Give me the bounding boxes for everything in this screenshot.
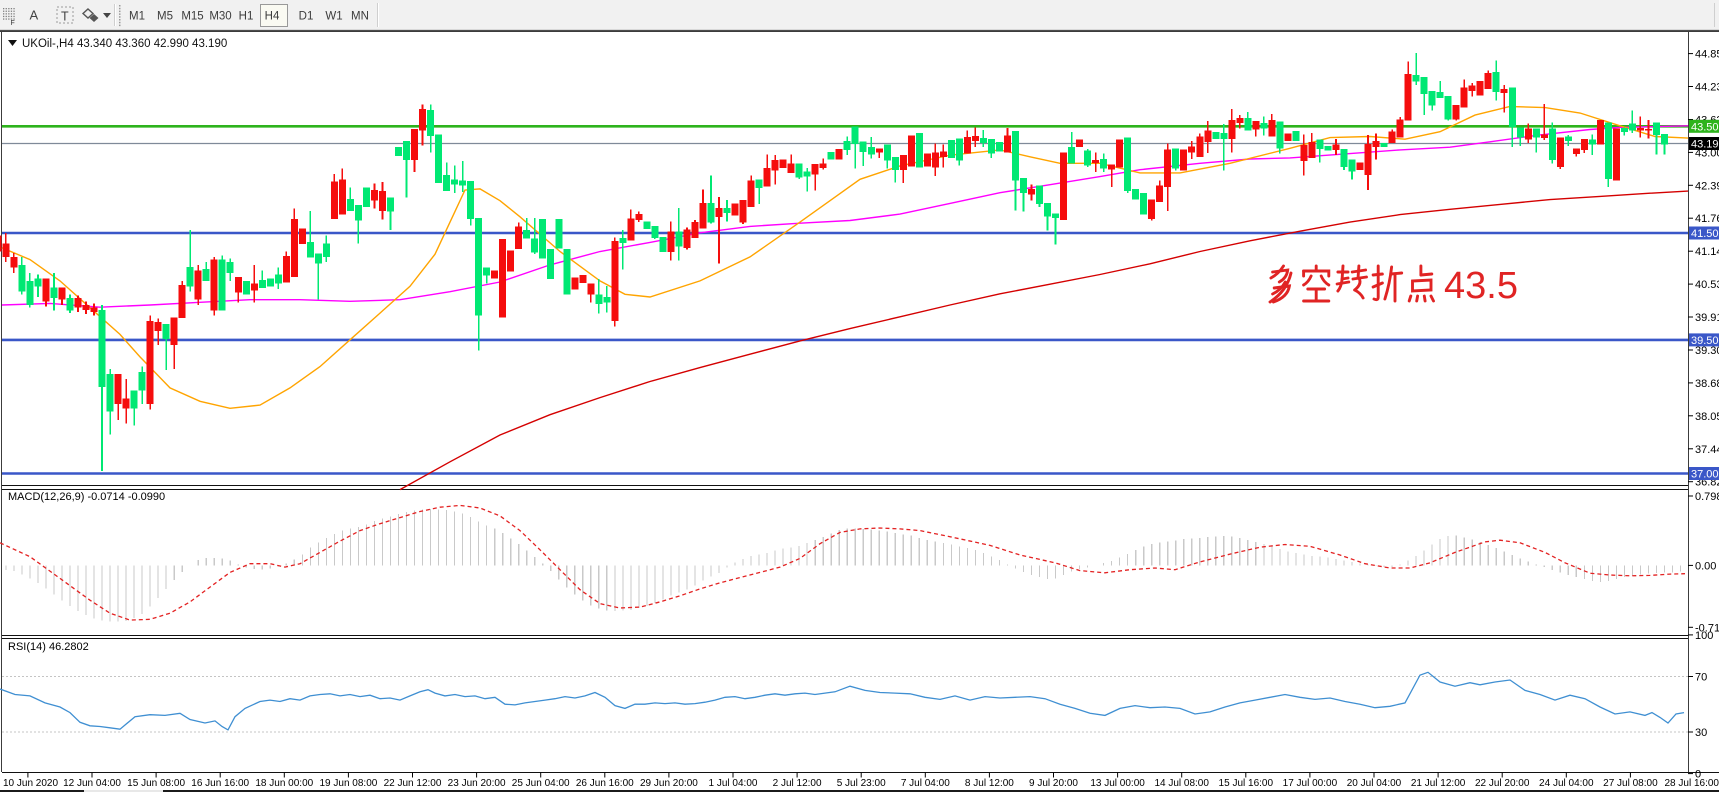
svg-text:37.000: 37.000 <box>1691 469 1719 481</box>
svg-text:26 Jun 16:00: 26 Jun 16:00 <box>576 778 634 789</box>
svg-text:44.850: 44.850 <box>1695 49 1719 61</box>
svg-text:UKOil-,H4 43.340 43.360 42.99: UKOil-,H4 43.340 43.360 42.990 43.190 <box>22 38 227 50</box>
svg-text:29 Jun 20:00: 29 Jun 20:00 <box>640 778 698 789</box>
svg-text:T: T <box>61 10 69 24</box>
svg-text:22 Jul 20:00: 22 Jul 20:00 <box>1475 778 1530 789</box>
svg-text:43.500: 43.500 <box>1691 121 1719 133</box>
svg-text:14 Jul 08:00: 14 Jul 08:00 <box>1154 778 1209 789</box>
svg-text:17 Jul 00:00: 17 Jul 00:00 <box>1283 778 1338 789</box>
svg-text:18 Jun 00:00: 18 Jun 00:00 <box>255 778 313 789</box>
svg-text:19 Jun 08:00: 19 Jun 08:00 <box>319 778 377 789</box>
svg-text:0.7986: 0.7986 <box>1695 491 1719 503</box>
svg-text:M30: M30 <box>209 11 231 23</box>
svg-text:40.530: 40.530 <box>1695 279 1719 291</box>
svg-text:43.190: 43.190 <box>1691 139 1719 151</box>
svg-text:24 Jul 04:00: 24 Jul 04:00 <box>1539 778 1594 789</box>
svg-text:W1: W1 <box>325 11 342 23</box>
svg-text:12 Jun 04:00: 12 Jun 04:00 <box>63 778 121 789</box>
svg-text:H1: H1 <box>239 11 254 23</box>
svg-text:7 Jul 04:00: 7 Jul 04:00 <box>901 778 950 789</box>
svg-text:22 Jun 12:00: 22 Jun 12:00 <box>384 778 442 789</box>
svg-text:M15: M15 <box>181 11 203 23</box>
svg-text:16 Jun 16:00: 16 Jun 16:00 <box>191 778 249 789</box>
svg-text:2 Jul 12:00: 2 Jul 12:00 <box>773 778 822 789</box>
svg-text:28 Jul 16:00: 28 Jul 16:00 <box>1665 778 1719 789</box>
svg-text:39.500: 39.500 <box>1691 335 1719 347</box>
svg-text:42.390: 42.390 <box>1695 180 1719 192</box>
svg-text:MACD(12,26,9) -0.0714 -0.0990: MACD(12,26,9) -0.0714 -0.0990 <box>8 491 165 503</box>
svg-text:41.145: 41.145 <box>1695 246 1719 258</box>
svg-text:43.5: 43.5 <box>1444 265 1518 307</box>
svg-text:9 Jul 20:00: 9 Jul 20:00 <box>1029 778 1078 789</box>
svg-text:25 Jun 04:00: 25 Jun 04:00 <box>512 778 570 789</box>
svg-text:M1: M1 <box>129 11 145 23</box>
svg-text:F: F <box>11 20 15 27</box>
svg-text:A: A <box>30 8 39 23</box>
svg-text:27 Jul 08:00: 27 Jul 08:00 <box>1603 778 1658 789</box>
svg-text:70: 70 <box>1695 672 1707 684</box>
svg-text:15 Jul 16:00: 15 Jul 16:00 <box>1219 778 1274 789</box>
svg-text:20 Jul 04:00: 20 Jul 04:00 <box>1347 778 1402 789</box>
svg-text:M5: M5 <box>157 11 173 23</box>
svg-text:30: 30 <box>1695 727 1707 739</box>
svg-text:5 Jul 23:00: 5 Jul 23:00 <box>837 778 886 789</box>
svg-text:23 Jun 20:00: 23 Jun 20:00 <box>448 778 506 789</box>
svg-text:15 Jun 08:00: 15 Jun 08:00 <box>127 778 185 789</box>
svg-text:41.500: 41.500 <box>1691 228 1719 240</box>
svg-text:38.055: 38.055 <box>1695 411 1719 423</box>
svg-text:D1: D1 <box>299 11 314 23</box>
svg-text:H4: H4 <box>265 11 280 23</box>
svg-text:10 Jun 2020: 10 Jun 2020 <box>3 778 58 789</box>
svg-text:44.235: 44.235 <box>1695 82 1719 94</box>
svg-text:37.440: 37.440 <box>1695 444 1719 456</box>
svg-text:-0.7124: -0.7124 <box>1695 622 1719 634</box>
svg-text:38.685: 38.685 <box>1695 378 1719 390</box>
svg-text:39.915: 39.915 <box>1695 312 1719 324</box>
svg-text:41.760: 41.760 <box>1695 213 1719 225</box>
svg-text:8 Jul 12:00: 8 Jul 12:00 <box>965 778 1014 789</box>
svg-text:MN: MN <box>351 11 369 23</box>
svg-text:0.00: 0.00 <box>1695 560 1716 572</box>
svg-text:0: 0 <box>1695 769 1701 781</box>
svg-text:21 Jul 12:00: 21 Jul 12:00 <box>1411 778 1466 789</box>
svg-text:RSI(14) 46.2802: RSI(14) 46.2802 <box>8 641 89 653</box>
svg-text:100: 100 <box>1695 630 1713 642</box>
svg-text:13 Jul 00:00: 13 Jul 00:00 <box>1090 778 1145 789</box>
svg-text:39.300: 39.300 <box>1695 345 1719 357</box>
svg-text:43.005: 43.005 <box>1695 147 1719 159</box>
svg-text:1 Jul 04:00: 1 Jul 04:00 <box>709 778 758 789</box>
